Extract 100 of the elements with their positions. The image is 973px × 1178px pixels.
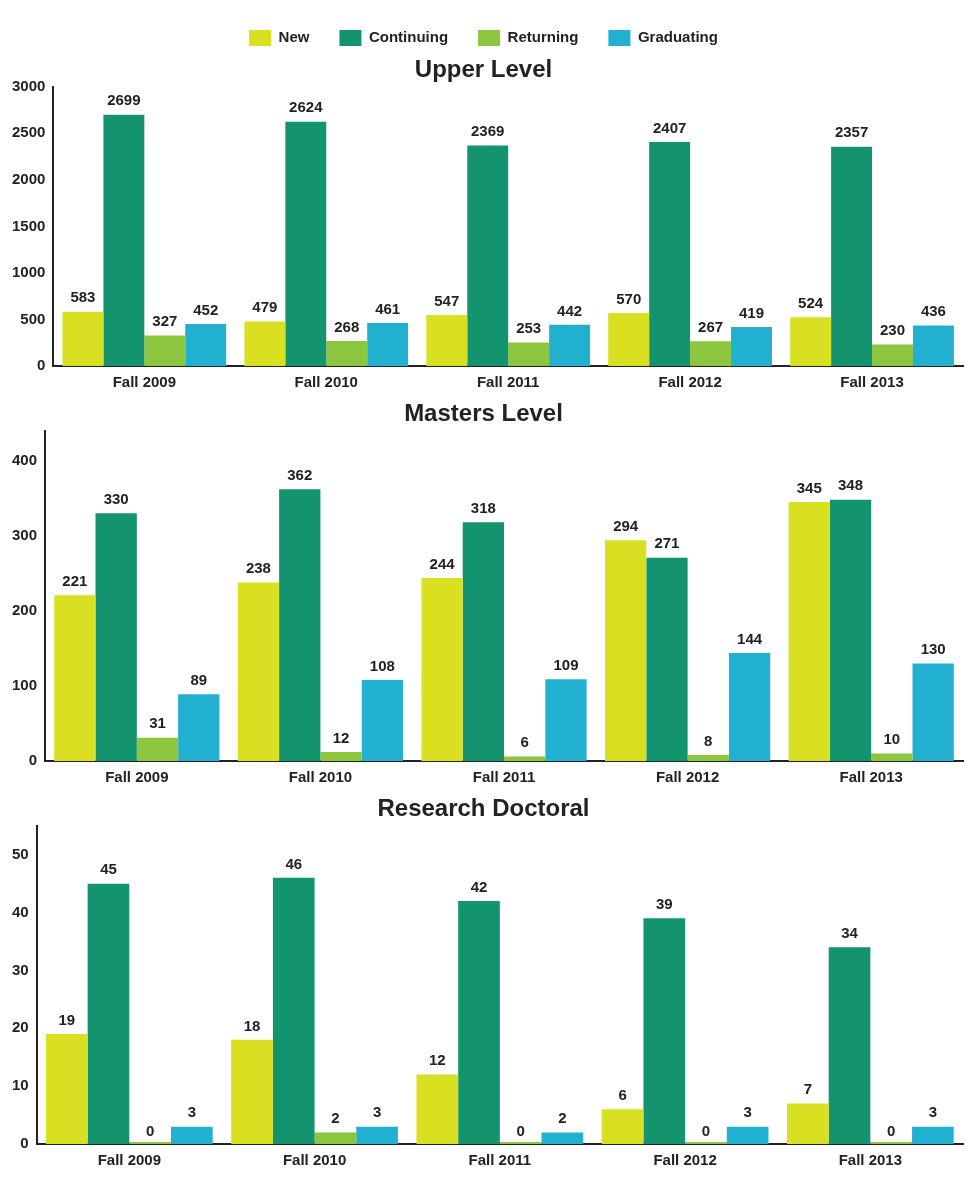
bar <box>646 557 688 761</box>
data-label: 130 <box>920 640 946 658</box>
bar <box>136 737 179 761</box>
x-tick-label: Fall 2011 <box>476 373 540 391</box>
data-label: 253 <box>516 319 542 337</box>
data-label: 479 <box>252 298 278 316</box>
data-label: 362 <box>287 465 313 483</box>
data-label: 89 <box>190 670 208 688</box>
bar <box>788 502 830 761</box>
y-tick-label: 3000 <box>11 76 46 94</box>
data-label: 108 <box>369 656 395 674</box>
data-label: 45 <box>100 860 117 878</box>
bar <box>508 342 550 366</box>
bar <box>458 901 500 1144</box>
bar <box>237 582 280 761</box>
data-label: 31 <box>149 714 166 732</box>
data-label: 3 <box>187 1103 197 1121</box>
bar <box>601 1109 644 1144</box>
data-label: 34 <box>841 923 859 941</box>
data-label: 46 <box>285 854 303 872</box>
y-tick-label: 300 <box>12 526 38 543</box>
y-tick-label: 400 <box>12 450 38 468</box>
bar <box>285 121 327 366</box>
x-tick-label: Fall 2011 <box>472 768 536 786</box>
bar <box>643 918 686 1144</box>
data-label: 144 <box>737 629 763 647</box>
bar <box>872 344 913 366</box>
bar <box>726 1126 769 1144</box>
data-label: 2369 <box>471 122 505 140</box>
data-label: 109 <box>553 655 579 673</box>
bar <box>541 1132 584 1144</box>
data-label: 3 <box>928 1103 938 1121</box>
bar <box>787 1103 829 1144</box>
bar <box>912 1126 954 1144</box>
y-tick-label: 30 <box>12 960 29 978</box>
y-tick-label: 50 <box>12 844 29 862</box>
y-tick-label: 1000 <box>11 263 46 281</box>
data-label: 3 <box>743 1103 752 1121</box>
x-tick-label: Fall 2009 <box>112 373 177 391</box>
bar <box>649 141 691 366</box>
data-label: 10 <box>883 730 901 748</box>
data-label: 2699 <box>107 91 141 109</box>
bar <box>356 1126 398 1144</box>
data-label: 244 <box>429 554 456 572</box>
data-label: 8 <box>704 731 713 749</box>
bar <box>320 752 362 761</box>
x-tick-label: Fall 2010 <box>288 768 353 786</box>
bar <box>728 652 771 761</box>
data-label: 436 <box>920 302 946 320</box>
data-label: 2624 <box>289 98 324 116</box>
bar <box>361 679 404 761</box>
data-label: 12 <box>332 728 350 746</box>
x-tick-label: Fall 2009 <box>105 768 169 786</box>
legend-label: New <box>278 28 310 46</box>
data-label: 18 <box>243 1016 261 1034</box>
data-label: 452 <box>193 300 219 318</box>
chart-title: Masters Level <box>404 399 563 427</box>
legend-label: Returning <box>507 28 579 46</box>
bar <box>367 323 409 366</box>
bar <box>45 1034 88 1144</box>
x-tick-label: Fall 2013 <box>839 768 903 786</box>
bar <box>831 146 873 366</box>
bar <box>545 679 587 761</box>
x-tick-label: Fall 2012 <box>658 373 722 391</box>
y-tick-label: 2000 <box>11 170 46 188</box>
data-label: 327 <box>152 312 178 330</box>
bar <box>790 317 832 366</box>
bar <box>608 312 650 366</box>
bar <box>244 321 286 366</box>
data-label: 547 <box>434 291 460 309</box>
bar <box>231 1039 273 1144</box>
x-tick-label: Fall 2010 <box>294 373 358 391</box>
legend-label: Continuing <box>368 28 449 46</box>
bar <box>462 522 505 761</box>
data-label: 221 <box>62 571 88 589</box>
y-tick-label: 0 <box>20 1134 29 1152</box>
bar <box>185 323 227 366</box>
y-tick-label: 100 <box>12 676 38 694</box>
bar <box>912 663 954 761</box>
data-label: 419 <box>739 303 765 321</box>
data-label: 268 <box>334 317 360 335</box>
y-tick-label: 20 <box>12 1018 29 1036</box>
data-label: 0 <box>516 1121 525 1139</box>
bar <box>103 114 145 366</box>
data-label: 524 <box>798 293 824 311</box>
y-tick-label: 40 <box>12 902 29 920</box>
bar <box>144 335 186 366</box>
y-tick-label: 500 <box>20 309 46 327</box>
data-label: 6 <box>618 1085 627 1103</box>
y-tick-label: 2500 <box>11 123 46 141</box>
data-label: 2 <box>331 1109 340 1127</box>
bar <box>314 1132 357 1144</box>
bar <box>279 489 321 761</box>
data-label: 7 <box>803 1080 813 1098</box>
data-label: 271 <box>654 534 680 552</box>
x-tick-label: Fall 2013 <box>838 1151 903 1169</box>
legend-label: Graduating <box>637 28 718 46</box>
bar <box>95 513 137 761</box>
bar <box>871 753 913 761</box>
data-label: 3 <box>372 1103 382 1121</box>
